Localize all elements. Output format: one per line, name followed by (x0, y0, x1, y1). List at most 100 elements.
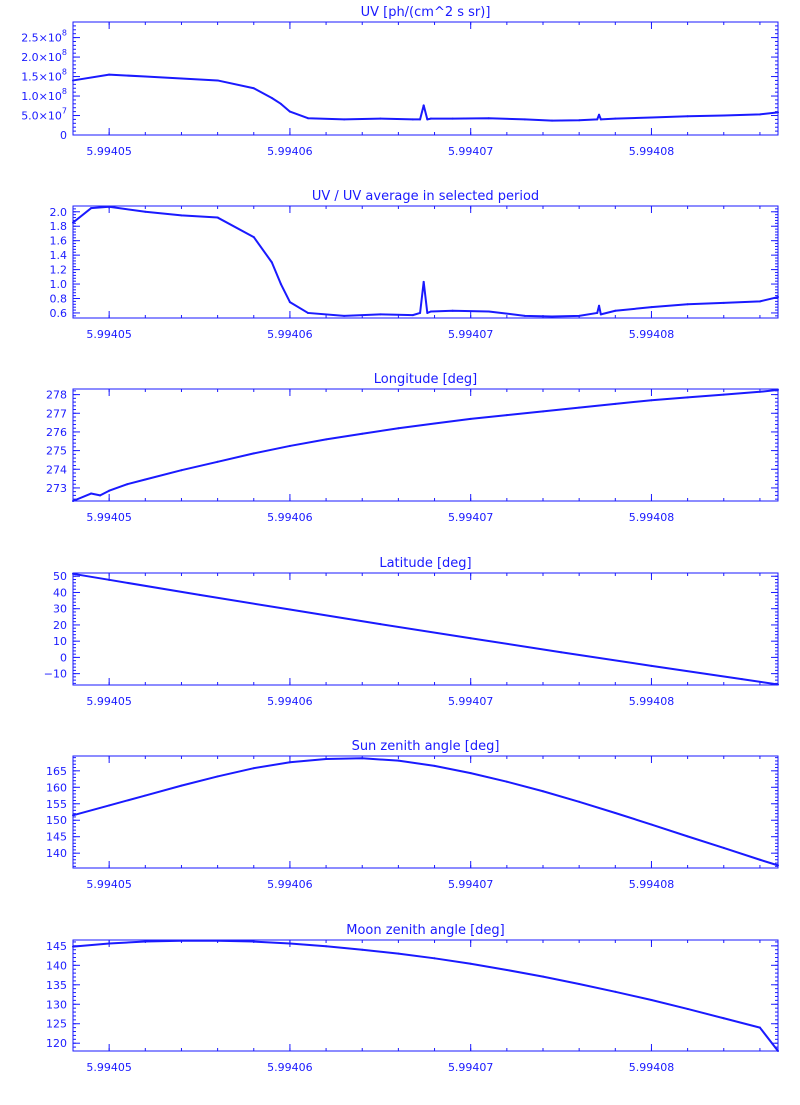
y-tick-label: 278 (46, 389, 67, 402)
x-tick-label: 5.99405 (86, 145, 132, 158)
sun-zenith-point (469, 772, 472, 775)
uv-ratio-point (523, 314, 526, 317)
longitude-point (686, 396, 689, 399)
uv-ratio-point (108, 205, 111, 208)
sun-zenith-point (108, 804, 111, 807)
longitude-point (433, 422, 436, 425)
uv-ratio-point (307, 311, 309, 314)
uv-point (451, 117, 454, 120)
x-tick-label: 5.99406 (267, 878, 313, 891)
sun-zenith-point (288, 761, 291, 764)
uv-ratio-point (777, 296, 779, 299)
uv-point (419, 118, 422, 121)
y-tick-label: 135 (46, 979, 67, 992)
moon-zenith-point (144, 940, 147, 943)
moon-zenith-point (325, 945, 328, 948)
y-tick-label: 277 (46, 407, 67, 420)
uv-ratio-point (598, 304, 601, 307)
moon-zenith-point (397, 952, 400, 955)
y-tick-exponent: 8 (62, 29, 67, 38)
y-tick-label: 1.6 (50, 235, 68, 248)
latitude-point (740, 678, 743, 681)
longitude-point (614, 402, 617, 405)
uv-ratio-point (487, 310, 490, 313)
latitude-point (379, 623, 382, 626)
sun-zenith-point (397, 759, 400, 762)
uv-point (108, 73, 111, 76)
uv-point (578, 119, 581, 122)
sun-zenith-point (216, 775, 219, 778)
y-tick-label: 1.4 (50, 249, 68, 262)
y-tick-label: 0.8 (50, 292, 68, 305)
x-tick-label: 5.99408 (629, 145, 675, 158)
uv-ratio-point (180, 214, 183, 217)
uv-ratio-point (596, 311, 599, 314)
moon-zenith-point (777, 1050, 779, 1052)
uv-title: UV [ph/(cm^2 s sr)] (361, 5, 491, 20)
x-tick-label: 5.99407 (448, 145, 494, 158)
longitude-point (758, 390, 761, 393)
x-tick-label: 5.99408 (629, 695, 675, 708)
latitude-title: Latitude [deg] (379, 556, 471, 571)
uv-frame (72, 21, 779, 136)
longitude-point (578, 406, 581, 409)
uv-point (379, 117, 382, 120)
uv-ratio-point (216, 216, 219, 219)
y-tick-label: 1.8 (50, 220, 68, 233)
y-tick-label: 150 (46, 814, 67, 827)
y-tick-label: 275 (46, 445, 67, 458)
sun-zenith-point (542, 790, 544, 793)
y-tick-label: 125 (46, 1018, 67, 1031)
y-tick-exponent: 8 (62, 48, 67, 57)
y-tick-label: 1.5×108 (21, 68, 67, 84)
longitude-point (469, 417, 472, 420)
longitude-point (90, 492, 93, 495)
uv-ratio-point (426, 311, 429, 314)
uv-ratio-point (411, 314, 414, 317)
sun-zenith-point (144, 794, 147, 797)
uv-ratio-point (379, 313, 382, 316)
moon-zenith-series-line (72, 939, 779, 1052)
moon-zenith-point (469, 962, 472, 965)
uv-ratio-frame (72, 205, 779, 319)
x-tick-label: 5.99406 (267, 695, 313, 708)
uv-ratio-point (252, 236, 255, 239)
uv-point (722, 114, 725, 117)
uv-ratio-point (422, 280, 425, 283)
longitude-point (325, 438, 328, 441)
y-tick-mantissa: 1.0×10 (21, 90, 62, 103)
x-tick-label: 5.99405 (86, 1061, 132, 1074)
uv-point (758, 113, 761, 116)
moon-zenith-panel: Moon zenith angle [deg] 5.99405 5.99406 5.9… (46, 923, 779, 1074)
latitude-point (108, 578, 111, 581)
uv-point (411, 118, 414, 121)
uv-ratio-point (419, 311, 422, 314)
y-tick-label: 274 (46, 463, 67, 476)
sun-zenith-point (758, 858, 761, 861)
sun-zenith-point (722, 846, 725, 849)
longitude-point (144, 478, 147, 481)
uv-point (426, 118, 429, 121)
latitude-point (198, 593, 201, 596)
x-tick-label: 5.99407 (448, 511, 494, 524)
y-tick-label: 165 (46, 765, 67, 778)
uv-point (72, 79, 74, 82)
uv-ratio-point (90, 207, 93, 210)
uv-point (216, 79, 219, 82)
sun-zenith-point (361, 757, 364, 760)
y-tick-mantissa: 2.5×10 (21, 32, 62, 45)
moon-zenith-point (72, 945, 74, 948)
uv-ratio-point (614, 309, 617, 312)
y-tick-mantissa: 0 (60, 129, 67, 142)
moon-zenith-point (252, 940, 255, 943)
y-tick-label: 155 (46, 798, 67, 811)
x-tick-label: 5.99407 (448, 878, 494, 891)
y-tick-label: −10 (44, 668, 67, 681)
longitude-point (126, 483, 129, 486)
y-tick-label: 2.0 (50, 206, 68, 219)
latitude-point (469, 637, 472, 640)
longitude-point (252, 452, 255, 455)
uv-ratio-point (279, 283, 282, 286)
